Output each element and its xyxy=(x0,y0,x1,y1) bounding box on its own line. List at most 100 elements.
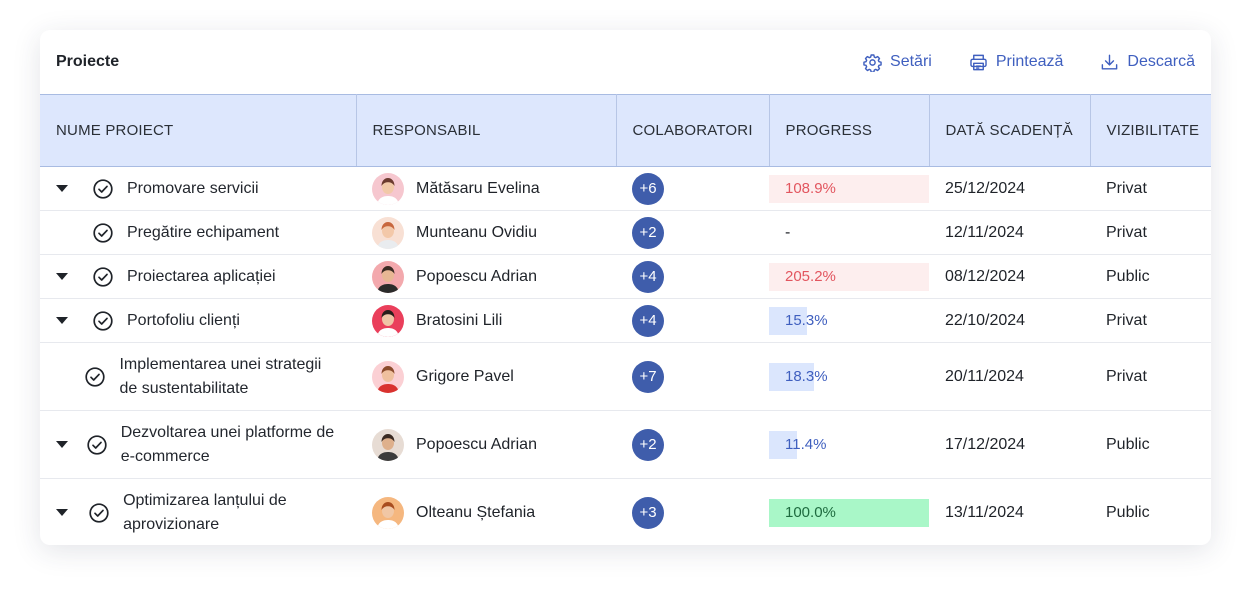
cell-project-name: Promovare servicii xyxy=(40,166,356,211)
check-circle-icon[interactable] xyxy=(89,503,109,523)
owner-name: Munteanu Ovidiu xyxy=(416,223,537,241)
collaborators-count-badge[interactable]: +4 xyxy=(632,304,664,337)
progress-fill xyxy=(769,498,929,527)
collaborators-count-badge[interactable]: +3 xyxy=(632,496,664,529)
progress-fill xyxy=(769,430,798,459)
cell-project-name: Proiectarea aplicației xyxy=(40,254,356,299)
progress-fill xyxy=(769,262,929,291)
cell-progress: 18.3% xyxy=(769,342,929,411)
cell-owner: Munteanu Ovidiu xyxy=(356,210,616,255)
cell-project-name: Optimizarea lanțului de aprovizionare xyxy=(40,479,356,546)
print-label: Printează xyxy=(995,53,1064,70)
cell-visibility: Privat xyxy=(1090,166,1211,211)
cell-progress: - xyxy=(769,210,929,255)
download-button[interactable]: Descarcă xyxy=(1100,53,1195,72)
project-name[interactable]: Optimizarea lanțului de aprovizionare xyxy=(123,491,287,533)
cell-owner: Olteanu Ștefania xyxy=(356,479,616,546)
owner-name: Popoescu Adrian xyxy=(416,267,537,285)
cell-visibility: Public xyxy=(1106,503,1150,521)
cell-project-name: Pregătire echipament xyxy=(40,210,356,255)
collaborators-count-badge[interactable]: +6 xyxy=(632,172,664,205)
expand-toggle[interactable] xyxy=(56,316,78,325)
download-label: Descarcă xyxy=(1127,53,1195,70)
project-name[interactable]: Portofoliu clienți xyxy=(127,311,240,329)
progress-value: 205.2% xyxy=(785,268,836,285)
owner-name: Bratosini Lili xyxy=(416,311,503,329)
projects-table: NUME PROIECT RESPONSABIL COLABORATORI PR… xyxy=(40,94,1211,545)
cell-owner: Popoescu Adrian xyxy=(356,254,616,299)
avatar xyxy=(372,216,404,249)
cell-visibility: Privat xyxy=(1090,342,1211,411)
project-name[interactable]: Implementarea unei strategii de sustenta… xyxy=(119,355,322,397)
expand-toggle[interactable] xyxy=(56,440,72,449)
caret-down-icon xyxy=(56,508,68,516)
project-name[interactable]: Pregătire echipament xyxy=(127,223,280,241)
caret-down-icon xyxy=(56,184,68,192)
cell-visibility: Public xyxy=(1090,254,1211,299)
table-row[interactable]: Proiectarea aplicației Popoescu Adrian +… xyxy=(40,254,1211,299)
cell-project-name: Implementarea unei strategii de sustenta… xyxy=(40,342,356,411)
page-title: Proiecte xyxy=(56,53,120,70)
column-header-name[interactable]: NUME PROIECT xyxy=(40,94,357,167)
table-row[interactable]: Pregătire echipament Munteanu Ovidiu +2 xyxy=(40,210,1211,255)
caret-down-icon xyxy=(56,272,68,280)
projects-card: Proiecte Setări Printează Descarcă NUME … xyxy=(40,30,1211,545)
table-row[interactable]: Dezvoltarea unei platforme de e-commerce… xyxy=(40,410,1211,479)
collaborators-count-badge[interactable]: +2 xyxy=(632,428,664,461)
progress-fill xyxy=(769,174,929,203)
avatar xyxy=(372,428,404,461)
column-header-collaborators[interactable]: COLABORATORI xyxy=(616,94,770,167)
cell-collaborators: +4 xyxy=(616,298,769,343)
check-circle-icon[interactable] xyxy=(93,178,113,199)
cell-due-date: 20/11/2024 xyxy=(929,342,1090,411)
cell-due-date: 22/10/2024 xyxy=(929,298,1090,343)
progress-bar: 205.2% xyxy=(769,262,929,291)
column-header-owner[interactable]: RESPONSABIL xyxy=(356,94,617,167)
progress-bar: 100.0% xyxy=(769,498,929,527)
cell-owner: Grigore Pavel xyxy=(356,342,616,411)
cell-progress: 11.4% xyxy=(769,410,929,479)
check-circle-icon[interactable] xyxy=(93,222,113,243)
project-name[interactable]: Promovare servicii xyxy=(127,179,259,197)
expand-toggle[interactable] xyxy=(56,184,78,193)
column-header-visibility[interactable]: VIZIBILITATE xyxy=(1090,94,1211,167)
settings-label: Setări xyxy=(890,53,932,70)
progress-bar: 15.3% xyxy=(769,306,929,335)
check-circle-icon[interactable] xyxy=(85,366,106,387)
owner-name: Grigore Pavel xyxy=(416,367,514,385)
toolbar: Proiecte Setări Printează Descarcă xyxy=(40,30,1211,94)
collaborators-count-badge[interactable]: +2 xyxy=(632,216,664,249)
settings-button[interactable]: Setări xyxy=(863,53,932,72)
check-circle-icon[interactable] xyxy=(93,310,113,331)
progress-bar: 108.9% xyxy=(769,174,929,203)
project-name[interactable]: Dezvoltarea unei platforme de e-commerce xyxy=(120,423,335,465)
cell-owner: Bratosini Lili xyxy=(356,298,616,343)
cell-progress: 15.3% xyxy=(769,298,929,343)
owner-name: Popoescu Adrian xyxy=(416,435,537,453)
collaborators-count-badge[interactable]: +7 xyxy=(632,360,664,393)
cell-visibility: Privat xyxy=(1090,210,1211,255)
progress-bar: 11.4% xyxy=(769,430,929,459)
table-row[interactable]: Portofoliu clienți Bratosini Lili +4 xyxy=(40,298,1211,343)
caret-down-icon xyxy=(56,316,68,324)
table-row[interactable]: Optimizarea lanțului de aprovizionare Ol… xyxy=(40,479,1211,546)
cell-visibility: Public xyxy=(1090,410,1211,479)
print-button[interactable]: Printează xyxy=(969,53,1064,72)
check-circle-icon[interactable] xyxy=(87,434,107,455)
table-row[interactable]: Implementarea unei strategii de sustenta… xyxy=(40,342,1211,411)
cell-due-date: 25/12/2024 xyxy=(929,166,1090,211)
cell-project-name: Dezvoltarea unei platforme de e-commerce xyxy=(40,410,356,479)
table-row[interactable]: Promovare servicii Mătăsaru Evelina +6 xyxy=(40,166,1211,211)
avatar xyxy=(372,496,404,529)
column-header-due-date[interactable]: DATĂ SCADENȚĂ xyxy=(929,94,1091,167)
column-header-progress[interactable]: PROGRESS xyxy=(769,94,930,167)
collaborators-count-badge[interactable]: +4 xyxy=(632,260,664,293)
project-name[interactable]: Proiectarea aplicației xyxy=(127,267,276,285)
check-circle-icon[interactable] xyxy=(93,266,113,287)
download-icon xyxy=(1102,54,1118,70)
cell-collaborators: +7 xyxy=(616,342,769,411)
progress-fill xyxy=(769,362,815,391)
expand-toggle[interactable] xyxy=(56,272,78,281)
expand-toggle[interactable] xyxy=(56,508,74,517)
cell-owner: Mătăsaru Evelina xyxy=(356,166,616,211)
